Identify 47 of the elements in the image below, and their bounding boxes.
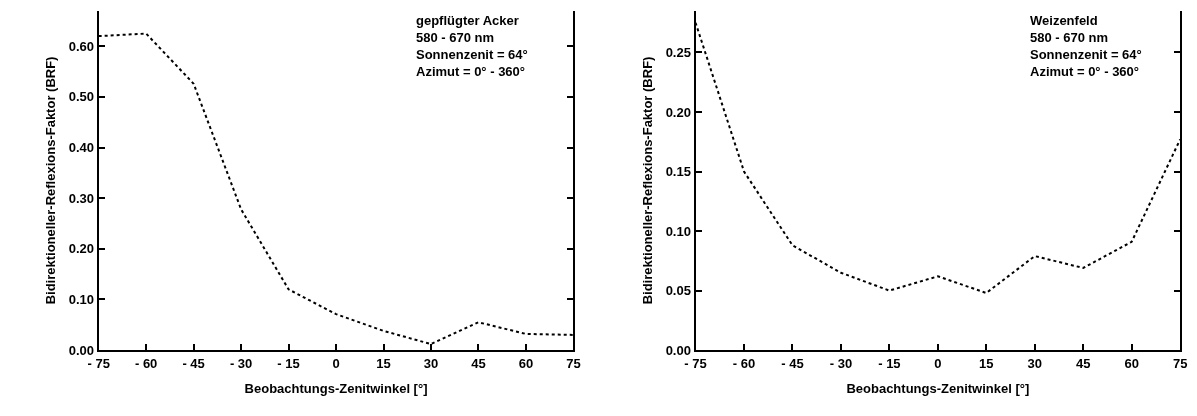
- y-tick-label: 0.40: [68, 140, 95, 156]
- annotation: Azimut = 0° - 360°: [416, 63, 526, 79]
- x-axis-title: Beobachtungs-Zenitwinkel [°]: [846, 380, 1030, 396]
- x-tick-label: - 45: [182, 355, 205, 371]
- y-tick-label: 0.10: [68, 292, 95, 308]
- y-tick-label: 0.25: [665, 45, 691, 61]
- x-tick-label: 45: [471, 355, 486, 371]
- x-tick-label: 45: [1075, 355, 1091, 371]
- annotation: 580 - 670 nm: [416, 29, 495, 45]
- annotation: Sonnenzenit = 64°: [1030, 46, 1142, 62]
- x-tick-label: - 30: [829, 355, 853, 371]
- x-tick-label: 0: [934, 355, 942, 371]
- x-tick-label: 60: [518, 355, 534, 371]
- y-tick-label: 0.30: [68, 190, 95, 206]
- x-tick-label: - 15: [878, 355, 901, 371]
- y-tick-label: 0.15: [665, 164, 691, 180]
- x-tick-label: - 30: [229, 355, 253, 371]
- y-tick-label: 0.10: [665, 223, 691, 239]
- y-tick-label: 0.50: [68, 89, 95, 105]
- y-tick-label: 0.05: [665, 283, 691, 299]
- y-tick-label: 0.00: [68, 342, 95, 358]
- x-tick-label: 0: [332, 355, 340, 371]
- y-tick-label: 0.00: [665, 342, 691, 358]
- x-tick-label: 60: [1124, 355, 1139, 371]
- y-tick-label: 0.20: [665, 104, 691, 120]
- y-axis-title: Bidirektioneller-Reflexions-Faktor (BRF): [43, 56, 59, 305]
- x-axis-title: Beobachtungs-Zenitwinkel [°]: [244, 380, 428, 396]
- x-tick-label: - 15: [277, 355, 300, 371]
- x-tick-label: 15: [376, 355, 391, 371]
- annotation: 580 - 670 nm: [1030, 29, 1109, 45]
- annotation: gepflügter Acker: [416, 13, 519, 28]
- x-tick-label: - 60: [732, 355, 756, 371]
- x-tick-label: 30: [1027, 355, 1042, 371]
- annotation: Azimut = 0° - 360°: [1030, 63, 1140, 79]
- x-tick-label: - 75: [684, 355, 707, 371]
- x-tick-label: 15: [979, 355, 994, 371]
- annotation: Sonnenzenit = 64°: [416, 46, 528, 62]
- x-tick-label: 75: [1172, 355, 1188, 371]
- annotation: Weizenfeld: [1030, 13, 1098, 28]
- x-tick-label: 75: [566, 355, 581, 371]
- y-tick-label: 0.60: [68, 38, 95, 54]
- y-axis-title: Bidirektioneller-Reflexions-Faktor (BRF): [640, 56, 656, 305]
- x-tick-label: 30: [423, 355, 439, 371]
- y-tick-label: 0.20: [68, 241, 95, 257]
- x-tick-label: - 75: [87, 355, 110, 371]
- x-tick-label: - 45: [781, 355, 804, 371]
- x-tick-label: - 60: [134, 355, 158, 371]
